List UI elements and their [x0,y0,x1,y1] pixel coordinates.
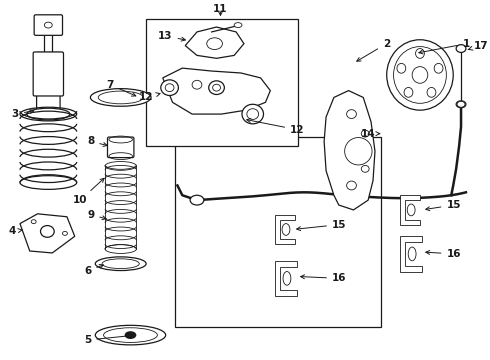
Text: 10: 10 [73,178,104,205]
FancyBboxPatch shape [34,15,63,35]
Polygon shape [185,27,244,58]
Polygon shape [275,215,295,244]
Ellipse shape [63,231,68,235]
Ellipse shape [283,271,291,285]
Bar [175,136,381,327]
Text: 5: 5 [84,334,132,345]
Ellipse shape [124,331,136,339]
Ellipse shape [41,226,54,237]
Ellipse shape [90,89,151,106]
Text: 7: 7 [106,80,136,96]
Text: 3: 3 [12,109,34,119]
Polygon shape [163,68,270,114]
Text: 8: 8 [87,136,107,147]
Text: 12: 12 [139,93,160,103]
Polygon shape [324,91,375,210]
Ellipse shape [27,108,70,120]
FancyBboxPatch shape [107,137,134,158]
Polygon shape [400,236,422,271]
FancyBboxPatch shape [37,53,60,118]
Text: 12: 12 [247,118,305,135]
Polygon shape [400,195,420,225]
Ellipse shape [456,101,466,108]
Ellipse shape [456,45,466,53]
Text: 13: 13 [158,31,185,41]
Text: 17: 17 [468,41,489,51]
Text: 15: 15 [296,220,346,231]
Polygon shape [20,214,75,253]
Text: 2: 2 [357,39,390,61]
Polygon shape [275,261,297,296]
Ellipse shape [407,204,415,216]
Ellipse shape [95,257,146,271]
Ellipse shape [31,220,36,224]
Ellipse shape [190,195,204,205]
Ellipse shape [282,224,290,235]
Ellipse shape [387,40,453,110]
Ellipse shape [209,81,224,95]
Ellipse shape [161,80,178,95]
Ellipse shape [408,247,416,261]
Text: 11: 11 [213,4,228,14]
Text: 9: 9 [87,210,106,220]
Ellipse shape [457,102,465,107]
Text: 6: 6 [84,265,103,275]
Ellipse shape [344,138,372,165]
Ellipse shape [242,104,264,124]
Ellipse shape [45,22,52,28]
Bar [146,19,298,147]
Text: 14: 14 [361,129,380,139]
Ellipse shape [234,23,242,27]
Text: 15: 15 [426,200,461,211]
FancyBboxPatch shape [33,52,64,96]
Text: 16: 16 [300,273,346,283]
Text: 16: 16 [426,249,461,259]
Ellipse shape [95,325,166,345]
Text: 4: 4 [9,226,22,237]
Text: 1: 1 [419,39,470,54]
